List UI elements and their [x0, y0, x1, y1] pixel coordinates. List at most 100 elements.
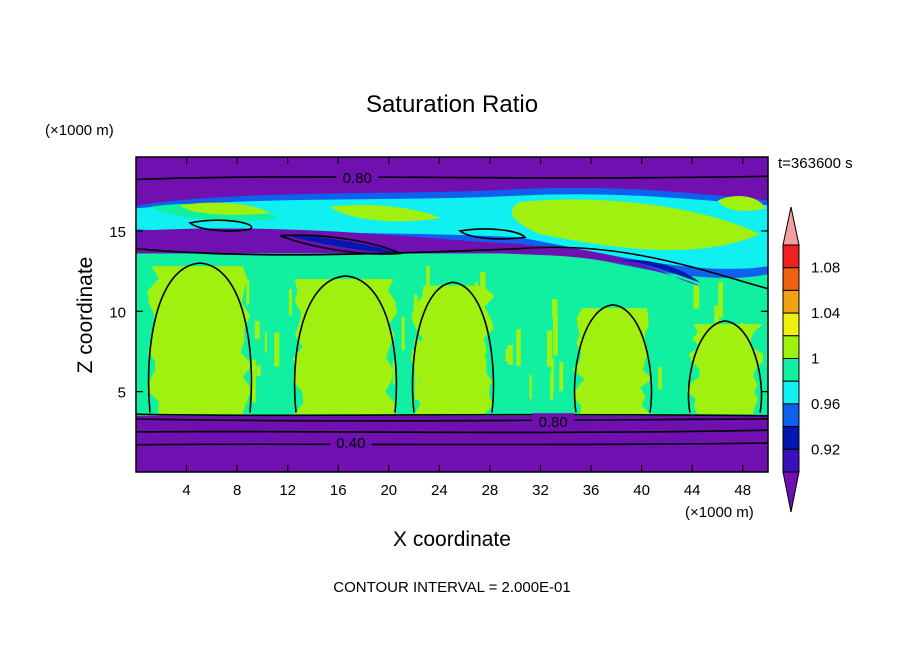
filament: [346, 393, 352, 405]
contour-line-0-40: [136, 442, 768, 446]
filament: [359, 358, 366, 372]
filament: [330, 282, 335, 313]
filament: [155, 356, 161, 392]
filament: [254, 321, 260, 340]
filament: [312, 332, 318, 347]
filament: [469, 349, 476, 364]
colorbar-label: 0.92: [811, 441, 840, 458]
x-tick-label: 24: [431, 482, 448, 499]
filament: [736, 348, 741, 374]
x-tick-label: 4: [182, 482, 190, 499]
plume: [146, 266, 253, 415]
filament: [633, 377, 636, 394]
contour-label-bg: [336, 168, 379, 185]
colorbar-label: 1.04: [811, 305, 840, 322]
y-axis: 5 10 15: [109, 224, 768, 402]
filament: [453, 320, 459, 362]
x-tick-label: 12: [279, 482, 296, 499]
x-tick-label: 44: [684, 482, 701, 499]
filament: [172, 343, 179, 370]
filament: [547, 330, 553, 367]
plume: [572, 308, 653, 415]
contour-labels: 0.80 0.80 0.40: [329, 168, 575, 452]
filament: [312, 349, 315, 371]
contour-loop: [458, 228, 527, 240]
filament: [413, 294, 418, 321]
filament: [169, 330, 175, 365]
y-tick-label: 10: [109, 304, 126, 321]
colorbar-swatch: [782, 471, 800, 513]
filament: [446, 335, 449, 350]
filament: [448, 382, 453, 403]
filament: [308, 287, 315, 328]
contour-line-0-80-low: [136, 418, 768, 422]
filament: [553, 313, 558, 356]
filament: [505, 348, 512, 362]
filament: [450, 296, 457, 335]
contour-label: 0.80: [539, 414, 568, 431]
x-tick-label: 16: [330, 482, 347, 499]
upper-streak: [620, 259, 700, 283]
filament: [597, 338, 602, 357]
filament: [401, 316, 405, 351]
filament: [249, 359, 256, 403]
x-unit-label: (×1000 m): [685, 504, 754, 521]
upper-streak: [136, 228, 700, 286]
upper-patch: [330, 204, 440, 222]
filament: [740, 322, 744, 345]
filament: [693, 285, 700, 309]
upper-patch: [718, 196, 765, 211]
filament: [718, 281, 723, 318]
contour-line-1-00-base: [136, 413, 768, 417]
contour-interval-note: CONTOUR INTERVAL = 2.000E-01: [333, 579, 570, 596]
filament: [306, 297, 310, 308]
x-tick-label: 40: [633, 482, 650, 499]
time-label: t=363600 s: [778, 155, 853, 172]
colorbar-swatch: [782, 267, 800, 291]
filament: [424, 308, 428, 350]
filament: [219, 291, 222, 332]
contour-plume-outline: [147, 262, 253, 413]
filament: [274, 332, 280, 367]
plot-frame: [135, 156, 769, 473]
colorbar-swatch: [782, 289, 800, 314]
filament: [179, 352, 184, 371]
x-tick-label: 20: [380, 482, 397, 499]
colorbar-swatch: [782, 244, 800, 269]
colorbar-swatch: [782, 403, 800, 428]
filament: [442, 357, 447, 382]
colorbar-swatch: [782, 358, 800, 382]
x-axis-label: X coordinate: [393, 528, 511, 551]
filament: [245, 391, 248, 404]
filament: [516, 329, 521, 366]
filament: [640, 351, 644, 365]
x-tick-label: 36: [583, 482, 600, 499]
filament: [529, 374, 532, 399]
colorbar-swatch: [782, 380, 800, 405]
filament: [551, 358, 554, 392]
colorbar-label: 1: [811, 351, 819, 368]
filament: [438, 354, 444, 365]
upper-streak: [280, 234, 400, 254]
contour-plume-outline: [411, 281, 495, 413]
filament: [215, 317, 219, 362]
filament: [288, 289, 292, 316]
plume: [292, 279, 397, 415]
y-tick-label: 15: [109, 224, 126, 241]
x-tick-label: 48: [734, 482, 751, 499]
contour-plume-outline: [573, 304, 653, 413]
filament: [304, 347, 308, 383]
upper-patch: [180, 202, 270, 215]
colorbar: 0.92 0.96 1 1.04 1.08: [782, 206, 840, 513]
filament: [474, 356, 478, 379]
filament: [481, 358, 487, 374]
filament: [486, 384, 490, 406]
contour-lines: [136, 175, 768, 446]
colorbar-label: 0.96: [811, 396, 840, 413]
x-tick-label: 28: [482, 482, 499, 499]
y-tick-label: 5: [118, 385, 126, 402]
colorbar-swatch: [782, 426, 800, 450]
filament: [414, 355, 419, 400]
filament: [414, 339, 420, 369]
